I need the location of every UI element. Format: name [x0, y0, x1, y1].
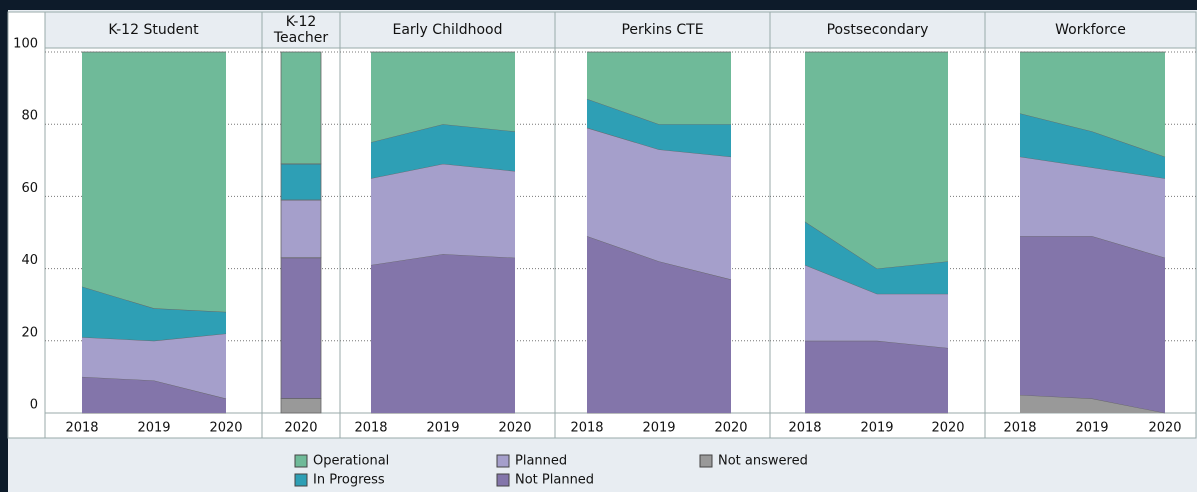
panel-title: Postsecondary [826, 22, 929, 38]
area [1020, 156, 1165, 258]
panel-title: Perkins CTE [621, 22, 704, 38]
legend-swatch [294, 454, 308, 468]
area-segment [280, 257, 322, 399]
area-segment [280, 398, 322, 414]
y-tick-label: 40 [21, 253, 38, 268]
y-tick-label: 80 [21, 109, 38, 124]
legend-swatch [294, 473, 308, 487]
panel-title-box: K-12 Student [108, 22, 199, 38]
x-tick-label: 2018 [354, 421, 387, 436]
area [1020, 236, 1165, 413]
x-tick-label: 2018 [65, 421, 98, 436]
x-tick-label: 2020 [1148, 421, 1181, 436]
area [371, 163, 515, 265]
area [805, 340, 948, 413]
y-tick-label: 20 [21, 325, 38, 340]
area [587, 236, 731, 413]
x-tick-label: 2019 [137, 421, 170, 436]
x-tick-label: 2020 [284, 421, 317, 436]
panel-header [554, 11, 771, 49]
area [371, 124, 515, 179]
area [587, 52, 731, 125]
panel-header [984, 11, 1197, 49]
area [1020, 52, 1165, 157]
x-tick-label: 2019 [426, 421, 459, 436]
panel-title-box: K-12 Teacher [273, 14, 329, 46]
panel-header [44, 11, 263, 49]
area [82, 52, 226, 312]
legend-label: Operational [313, 454, 389, 469]
panel-title: K-12 Student [108, 22, 199, 38]
x-tick-label: 2019 [642, 421, 675, 436]
x-tick-label: 2019 [1075, 421, 1108, 436]
panel-title-box: Perkins CTE [621, 22, 704, 38]
panel-title: K-12 Teacher [273, 14, 329, 46]
legend-label: Not answered [718, 454, 808, 469]
y-tick-label: 60 [21, 181, 38, 196]
area [587, 127, 731, 280]
area [82, 286, 226, 341]
panel-header [261, 11, 341, 49]
area [82, 333, 226, 399]
panel-title: Workforce [1055, 22, 1126, 38]
panel-title-box: Postsecondary [826, 22, 929, 38]
legend-label: Not Planned [515, 473, 594, 488]
axis-column [7, 11, 46, 439]
legend-label: Planned [515, 454, 567, 469]
legend-swatch [699, 454, 713, 468]
x-tick-label: 2019 [860, 421, 893, 436]
legend-swatch [496, 454, 510, 468]
area [587, 98, 731, 157]
legend-swatch [496, 473, 510, 487]
x-tick-label: 2020 [498, 421, 531, 436]
panel-title: Early Childhood [392, 22, 503, 38]
panel-title-box: Early Childhood [392, 22, 503, 38]
area-segment [280, 163, 322, 201]
area-segment [280, 199, 322, 259]
y-tick-label: 100 [13, 37, 38, 52]
x-tick-label: 2018 [788, 421, 821, 436]
x-tick-label: 2018 [1003, 421, 1036, 436]
area-segment [280, 51, 322, 165]
area [805, 52, 948, 269]
area [82, 376, 226, 413]
x-tick-label: 2020 [209, 421, 242, 436]
x-tick-label: 2018 [570, 421, 603, 436]
panel-title-box: Workforce [1055, 22, 1126, 38]
area [1020, 394, 1165, 413]
y-tick-label: 0 [30, 398, 38, 413]
legend-label: In Progress [313, 473, 385, 488]
area [371, 254, 515, 413]
area [1020, 113, 1165, 179]
x-tick-label: 2020 [714, 421, 747, 436]
area [805, 264, 948, 349]
x-tick-label: 2020 [931, 421, 964, 436]
area [371, 52, 515, 143]
area [805, 221, 948, 294]
